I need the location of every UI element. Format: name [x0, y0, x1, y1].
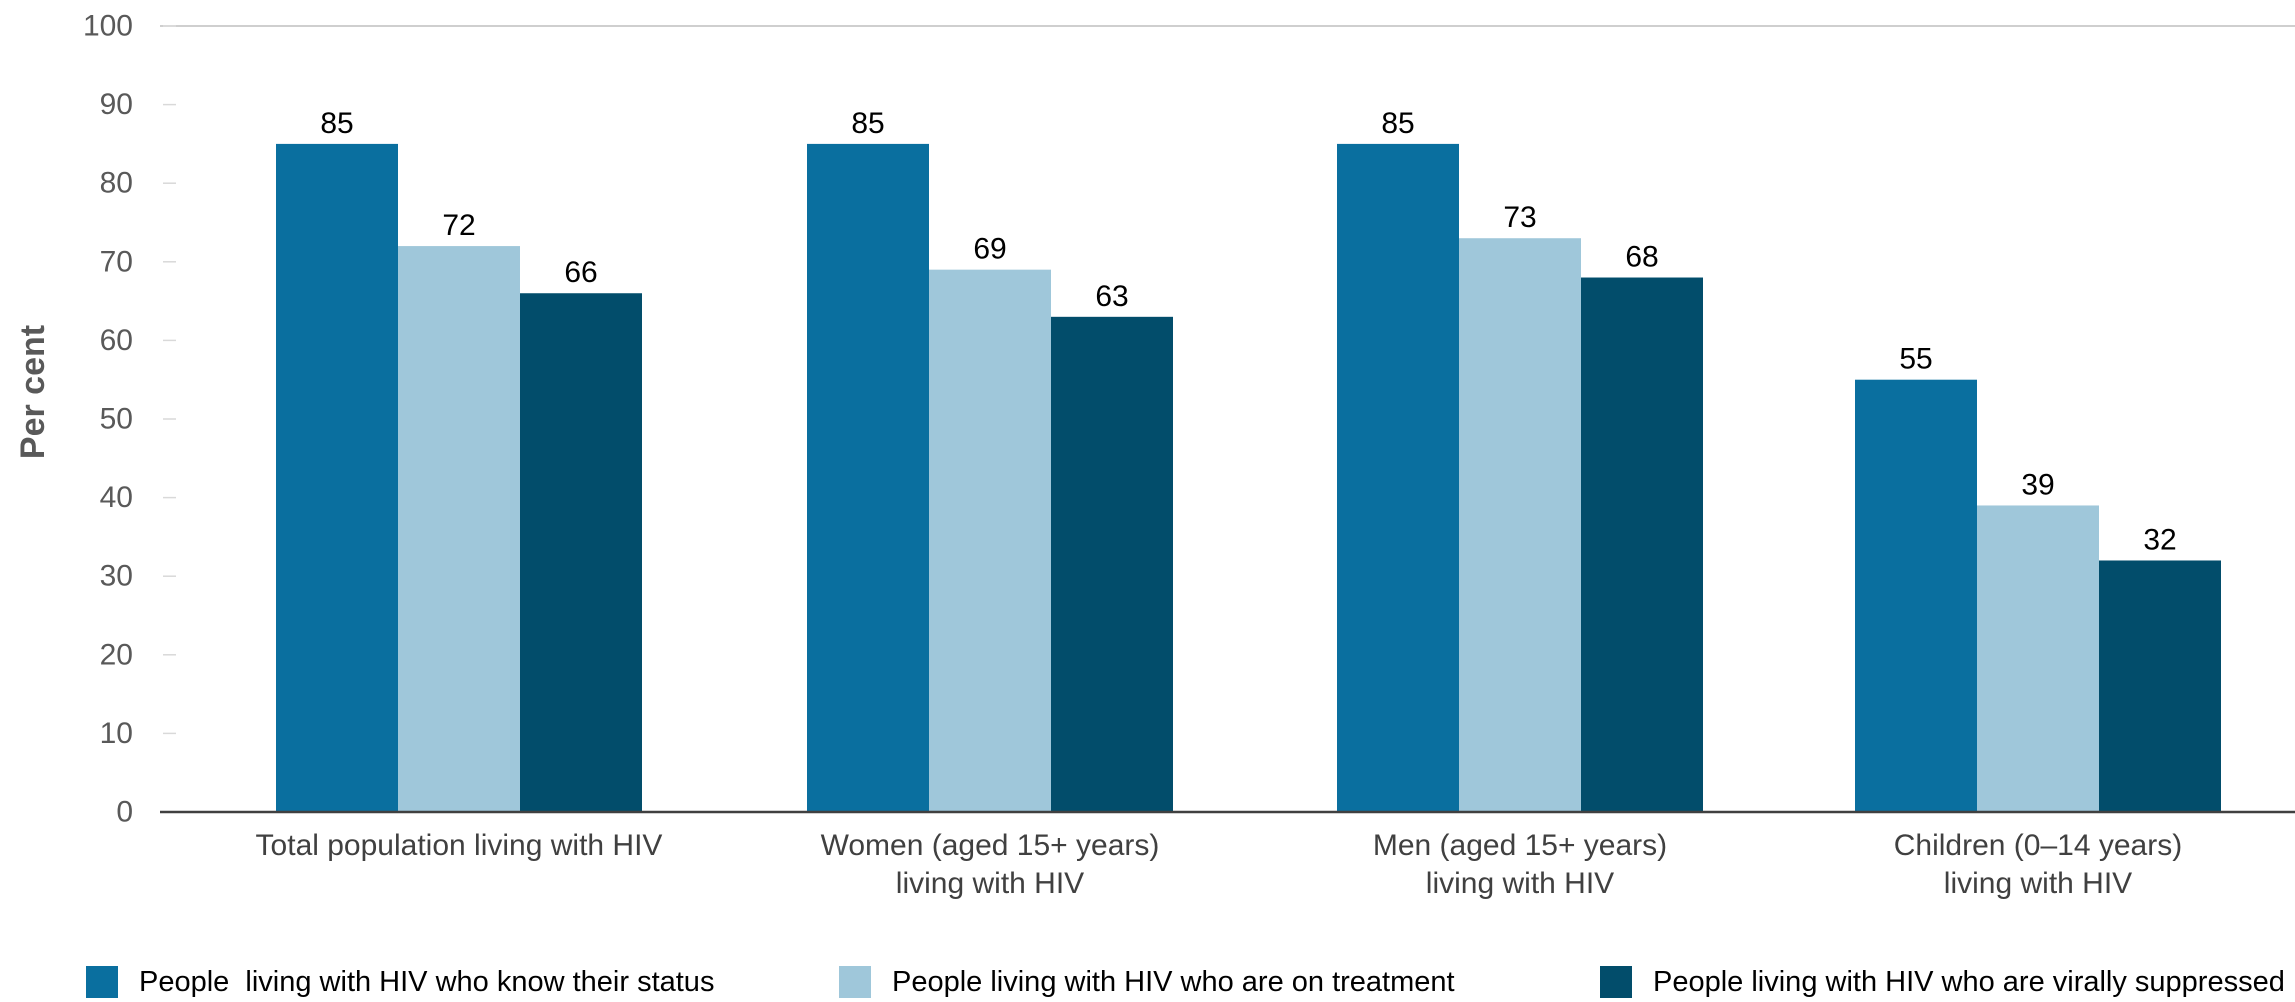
bar — [807, 143, 929, 812]
y-tick-label: 10 — [100, 717, 133, 750]
y-axis-ticks: 0 10 20 30 40 50 60 70 80 90 100 — [83, 10, 176, 829]
bar — [2099, 560, 2221, 812]
bar — [520, 293, 642, 812]
legend-item: People living with HIV who are on treatm… — [839, 966, 1455, 998]
data-label: 32 — [2143, 523, 2176, 556]
y-tick-label: 100 — [83, 10, 133, 43]
bar — [1459, 238, 1581, 813]
data-label: 85 — [851, 107, 884, 140]
bar — [398, 246, 520, 812]
legend-item: People living with HIV who know their st… — [86, 966, 714, 998]
data-label: 73 — [1503, 201, 1536, 234]
x-category-label: Total population living with HIV — [256, 829, 663, 862]
bar — [1977, 505, 2099, 812]
y-tick-label: 0 — [116, 796, 133, 829]
data-label: 66 — [564, 256, 597, 289]
y-axis-title: Per cent — [14, 325, 52, 459]
x-category-label: Children (0–14 years) — [1894, 829, 2182, 862]
bar — [1051, 316, 1173, 812]
x-category-label: living with HIV — [1944, 867, 2132, 900]
x-category-label: living with HIV — [1426, 867, 1614, 900]
x-category-label: Women (aged 15+ years) — [821, 829, 1160, 862]
data-label: 72 — [442, 209, 475, 242]
legend: People living with HIV who know their st… — [86, 966, 2285, 998]
y-tick-label: 80 — [100, 167, 133, 200]
legend-swatch — [839, 966, 871, 998]
y-tick-label: 30 — [100, 560, 133, 593]
data-labels: 85 72 66 85 69 63 85 73 68 55 39 32 — [320, 107, 2176, 557]
y-tick-label: 90 — [100, 88, 133, 121]
legend-label: People living with HIV who are on treatm… — [892, 966, 1455, 998]
y-tick-label: 70 — [100, 245, 133, 278]
legend-swatch — [86, 966, 118, 998]
legend-label: People living with HIV who are virally s… — [1653, 966, 2285, 998]
x-axis-category-labels: Total population living with HIV Women (a… — [256, 829, 2183, 900]
legend-item: People living with HIV who are virally s… — [1600, 966, 2285, 998]
legend-swatch — [1600, 966, 1632, 998]
y-tick-label: 20 — [100, 638, 133, 671]
x-category-label: Men (aged 15+ years) — [1373, 829, 1667, 862]
data-label: 55 — [1899, 343, 1932, 376]
bar — [1337, 143, 1459, 812]
y-tick-label: 40 — [100, 481, 133, 514]
bar — [276, 143, 398, 812]
bar — [929, 269, 1051, 812]
data-label: 85 — [320, 107, 353, 140]
data-label: 39 — [2021, 468, 2054, 501]
legend-label: People living with HIV who know their st… — [139, 966, 714, 998]
y-tick-label: 50 — [100, 403, 133, 436]
data-label: 69 — [973, 233, 1006, 266]
bar — [1855, 379, 1977, 812]
data-label: 68 — [1625, 241, 1658, 274]
bar — [1581, 277, 1703, 812]
x-category-label: living with HIV — [896, 867, 1084, 900]
bars — [276, 143, 2221, 813]
data-label: 85 — [1381, 107, 1414, 140]
y-tick-label: 60 — [100, 324, 133, 357]
data-label: 63 — [1095, 280, 1128, 313]
